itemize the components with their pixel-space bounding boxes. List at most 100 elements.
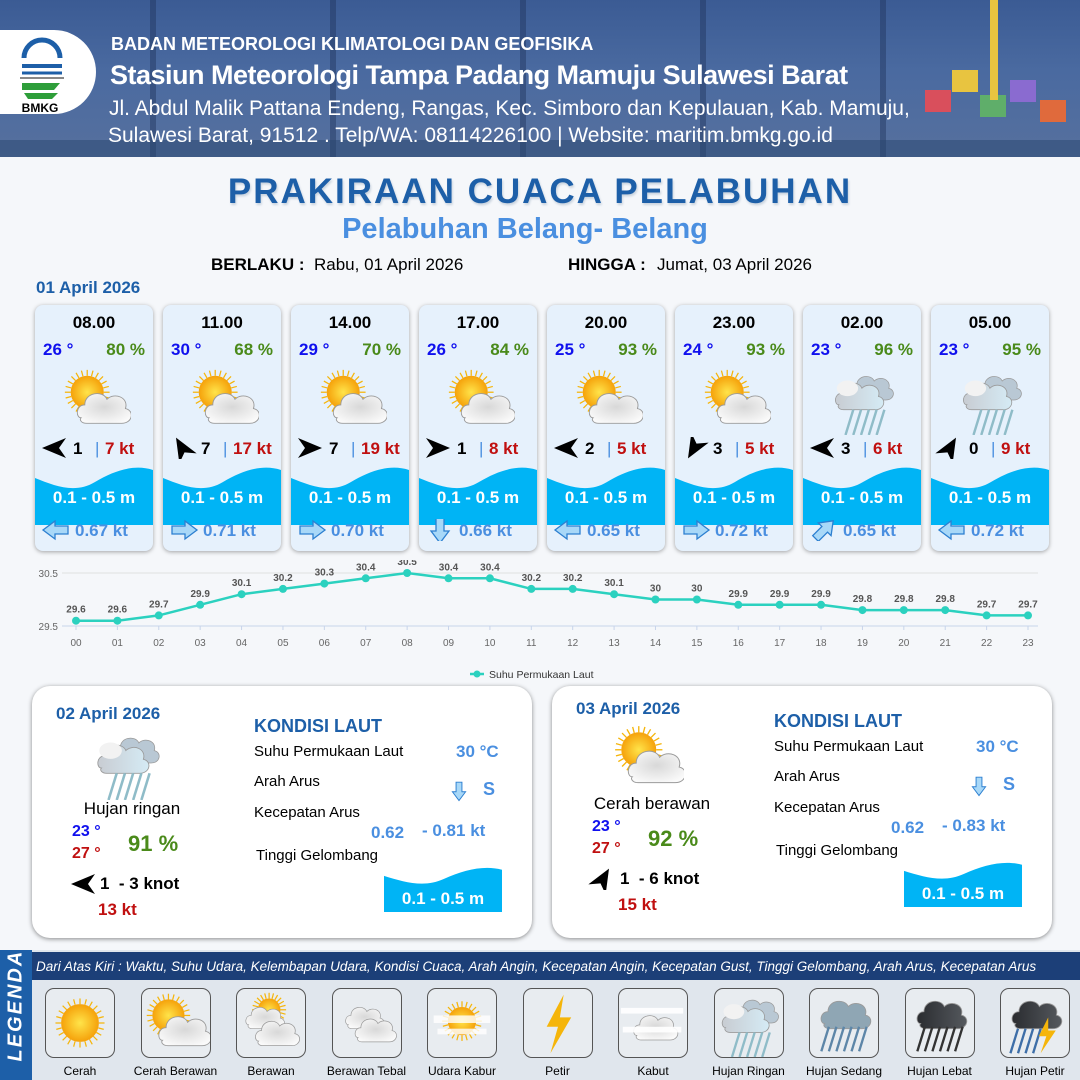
data-point[interactable] xyxy=(403,569,412,577)
legend-item-label: Hujan Sedang xyxy=(805,1064,883,1078)
current-direction-icon xyxy=(299,519,327,541)
data-point[interactable] xyxy=(817,600,826,609)
data-point[interactable] xyxy=(527,584,536,593)
sun-cloud-icon xyxy=(320,369,388,424)
svg-text:BMKG: BMKG xyxy=(22,101,59,114)
data-point[interactable] xyxy=(775,600,784,609)
separator: | xyxy=(95,439,100,458)
x-tick-label: 13 xyxy=(609,638,621,649)
legend-item-label: Cerah xyxy=(63,1064,97,1078)
current-speed: 0.72 kt xyxy=(971,521,1024,540)
data-point[interactable] xyxy=(692,595,701,604)
forecast-card: 14.00 29 ° 70 % 7 | 19 kt 0.1 - 0.5 m 0.… xyxy=(291,305,409,551)
wind-direction-icon xyxy=(935,437,956,464)
humidity: 84 % xyxy=(490,340,529,359)
wind-direction-icon xyxy=(588,868,609,895)
current-speed-min: 0.62 xyxy=(891,818,925,837)
port-name: Pelabuhan Belang- Belang xyxy=(342,213,708,245)
data-label: 30 xyxy=(691,584,703,595)
data-point[interactable] xyxy=(610,590,619,599)
wind-range: 1 - 3 knot xyxy=(100,874,180,893)
separator: | xyxy=(991,439,996,458)
panel-date: 02 April 2026 xyxy=(56,704,161,723)
data-point[interactable] xyxy=(982,611,991,620)
current-direction-value: S xyxy=(1003,774,1016,794)
lightning-icon xyxy=(546,994,571,1054)
data-point[interactable] xyxy=(361,574,370,583)
data-point[interactable] xyxy=(485,574,494,583)
data-label: 29.8 xyxy=(853,594,873,605)
data-point[interactable] xyxy=(858,606,867,615)
sun-cloud-icon xyxy=(576,369,644,424)
x-tick-label: 17 xyxy=(774,638,786,649)
wave-height: 0.1 - 0.5 m xyxy=(692,488,776,507)
bmkg-logo: BMKG xyxy=(0,30,96,115)
data-point[interactable] xyxy=(899,606,908,615)
air-temperature: 30 ° xyxy=(171,340,202,359)
legend-item-cloudy xyxy=(236,988,306,1058)
wind-direction-icon xyxy=(688,432,709,459)
data-point[interactable] xyxy=(278,584,287,593)
data-point[interactable] xyxy=(196,600,205,609)
data-point[interactable] xyxy=(320,579,329,588)
gust-speed: 9 kt xyxy=(1001,439,1031,458)
sun-cloud-icon xyxy=(146,993,212,1047)
wave-icon xyxy=(35,467,153,525)
gust-speed: 19 kt xyxy=(361,439,400,458)
legend-item-label: Cerah Berawan xyxy=(133,1064,218,1078)
current-speed: 0.70 kt xyxy=(331,521,384,540)
data-point[interactable] xyxy=(941,606,950,615)
current-direction-icon xyxy=(41,519,69,541)
data-point[interactable] xyxy=(651,595,660,604)
air-temperature: 26 ° xyxy=(427,340,458,359)
y-tick-label: 29.5 xyxy=(39,622,59,633)
legend-item-haze xyxy=(427,988,497,1058)
wave-height-label: Tinggi Gelombang xyxy=(256,847,379,864)
data-label: 30.2 xyxy=(522,573,542,584)
wave-height: 0.1 - 0.5 m xyxy=(564,488,648,507)
legend-title: LEGENDA xyxy=(4,949,27,1062)
legend-item-label: Hujan Ringan xyxy=(712,1064,785,1078)
legend-item-label: Kabut xyxy=(637,1064,669,1078)
light-rain-icon xyxy=(97,737,160,801)
gust: 15 kt xyxy=(618,895,657,914)
legend-series-name[interactable]: Suhu Permukaan Laut xyxy=(489,669,594,681)
x-tick-label: 14 xyxy=(650,638,662,649)
data-point[interactable] xyxy=(72,616,80,625)
current-direction-icon xyxy=(171,519,199,541)
x-tick-label: 10 xyxy=(484,638,496,649)
current-speed: 0.65 kt xyxy=(843,521,896,540)
current-speed-label: Kecepatan Arus xyxy=(254,804,360,821)
x-tick-label: 12 xyxy=(567,638,579,649)
legend-item-label: Hujan Lebat xyxy=(907,1064,972,1078)
current-speed-max: - 0.81 kt xyxy=(422,821,486,840)
legend-item-fog xyxy=(618,988,688,1058)
forecast-card: 20.00 25 ° 93 % 2 | 5 kt 0.1 - 0.5 m 0.6… xyxy=(547,305,665,551)
wind-speed: 0 xyxy=(969,439,979,458)
separator: | xyxy=(735,439,740,458)
page-title: PRAKIRAAN CUACA PELABUHAN xyxy=(227,172,853,211)
humidity: 80 % xyxy=(106,340,145,359)
sst-chart: 30.5 29.5 29.6 00 29.6 01 29.7 02 29.9 03 30.1 04 30… xyxy=(39,560,1039,681)
data-point[interactable] xyxy=(444,574,453,583)
wave-height: 0.1 - 0.5 m xyxy=(948,488,1032,507)
wave-height: 0.1 - 0.5 m xyxy=(52,488,136,507)
data-point[interactable] xyxy=(154,611,163,620)
data-point[interactable] xyxy=(113,616,122,625)
data-point[interactable] xyxy=(1024,611,1032,620)
data-label: 29.7 xyxy=(977,599,997,610)
wind-direction-icon xyxy=(810,438,834,458)
data-label: 30 xyxy=(650,584,662,595)
current-direction-icon xyxy=(971,776,987,797)
wind-direction-icon xyxy=(298,438,322,458)
air-temperature: 24 ° xyxy=(683,340,714,359)
temp-max: 27 ° xyxy=(72,845,101,862)
x-tick-label: 08 xyxy=(402,638,414,649)
current-speed-label: Kecepatan Arus xyxy=(774,799,880,816)
current-direction-icon xyxy=(937,519,965,541)
data-point[interactable] xyxy=(734,600,743,609)
data-point[interactable] xyxy=(237,590,246,599)
gust-speed: 7 kt xyxy=(105,439,135,458)
data-point[interactable] xyxy=(568,584,577,593)
sst-label: Suhu Permukaan Laut xyxy=(774,738,924,755)
